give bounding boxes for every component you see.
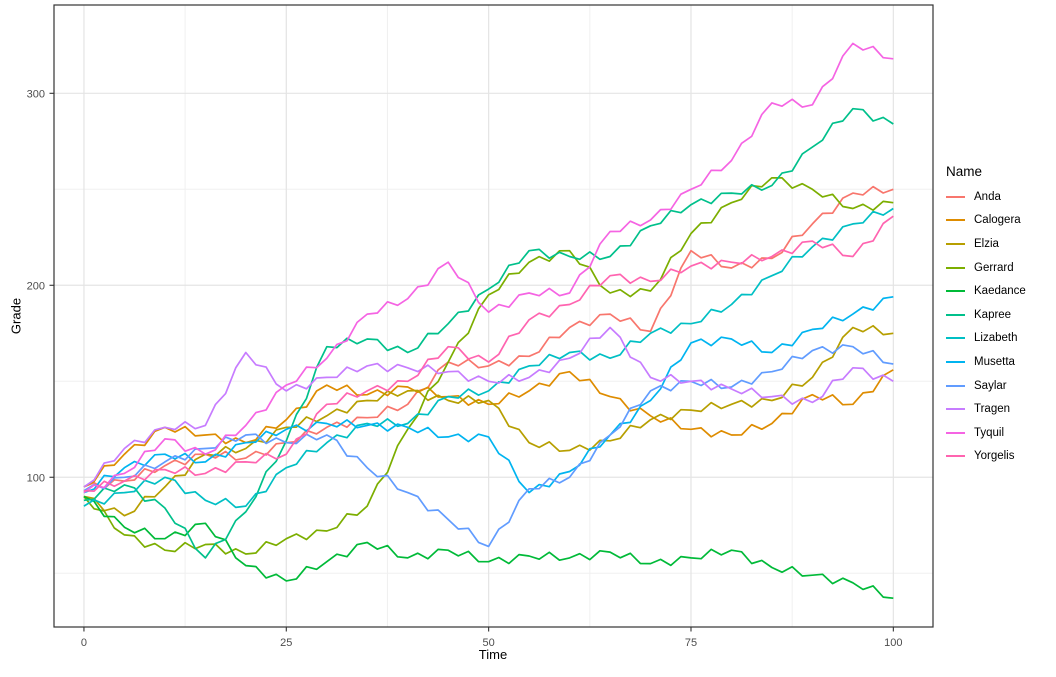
- legend-title: Name: [946, 164, 983, 179]
- legend-item-anda: Anda: [946, 185, 1026, 209]
- series-line-musetta: [83, 295, 894, 494]
- series-line-kapree: [83, 107, 894, 559]
- x-tick-label: 75: [685, 637, 697, 649]
- legend-label: Tragen: [974, 403, 1011, 416]
- legend-label: Kapree: [974, 308, 1012, 321]
- legend-item-gerrard: Gerrard: [946, 256, 1026, 280]
- legend-label: Lizabeth: [974, 332, 1018, 345]
- legend-label: Calogera: [974, 214, 1021, 227]
- panel-border: [53, 4, 934, 628]
- x-axis-title: Time: [478, 647, 508, 662]
- legend-label: Musetta: [974, 355, 1015, 368]
- legend-items: Anda Calogera Elzia Gerrard Kaedance Kapree Li…: [946, 185, 1026, 468]
- x-tick-label: 50: [483, 637, 495, 649]
- legend-label: Gerrard: [974, 261, 1014, 274]
- series-line-tyquil: [83, 42, 894, 494]
- series-line-kaedance: [83, 495, 894, 600]
- legend-item-elzia: Elzia: [946, 232, 1026, 256]
- legend-item-musetta: Musetta: [946, 350, 1026, 374]
- y-axis-title: Grade: [8, 297, 24, 335]
- legend-item-tyquil: Tyquil: [946, 421, 1026, 445]
- legend-item-kaedance: Kaedance: [946, 279, 1026, 303]
- legend-label: Kaedance: [974, 285, 1026, 298]
- y-tick-label: 300: [27, 88, 45, 100]
- y-tick-label: 200: [27, 280, 45, 292]
- legend-item-kapree: Kapree: [946, 303, 1026, 327]
- legend-key-line: [946, 242, 965, 245]
- legend-item-calogera: Calogera: [946, 209, 1026, 233]
- legend-key-line: [946, 455, 965, 458]
- legend-key-line: [946, 384, 965, 387]
- legend-item-saylar: Saylar: [946, 374, 1026, 398]
- legend-key-line: [946, 266, 965, 269]
- legend-key-line: [946, 408, 965, 411]
- legend-key-line: [946, 360, 965, 363]
- series-line-calogera: [83, 369, 894, 488]
- series-line-tragen: [83, 326, 894, 488]
- legend-label: Yorgelis: [974, 450, 1015, 463]
- legend: Name Anda Calogera Elzia Gerrard Kaedance Kap…: [946, 164, 1026, 468]
- legend-key-line: [946, 195, 965, 198]
- series-line-gerrard: [83, 176, 894, 555]
- legend-label: Anda: [974, 190, 1001, 203]
- legend-key-line: [946, 431, 965, 434]
- x-tick-label: 25: [280, 637, 292, 649]
- legend-key-line: [946, 219, 965, 222]
- legend-key-line: [946, 313, 965, 316]
- legend-key-line: [946, 337, 965, 340]
- series-line-elzia: [83, 324, 894, 517]
- x-tick-label: 100: [884, 637, 902, 649]
- x-tick-label: 0: [81, 637, 87, 649]
- legend-label: Elzia: [974, 237, 999, 250]
- series-line-yorgelis: [83, 215, 894, 492]
- legend-item-yorgelis: Yorgelis: [946, 445, 1026, 469]
- legend-item-tragen: Tragen: [946, 397, 1026, 421]
- legend-key-line: [946, 290, 965, 293]
- legend-item-lizabeth: Lizabeth: [946, 327, 1026, 351]
- series-line-lizabeth: [83, 207, 894, 509]
- legend-label: Saylar: [974, 379, 1007, 392]
- y-tick-label: 100: [27, 472, 45, 484]
- legend-label: Tyquil: [974, 426, 1005, 439]
